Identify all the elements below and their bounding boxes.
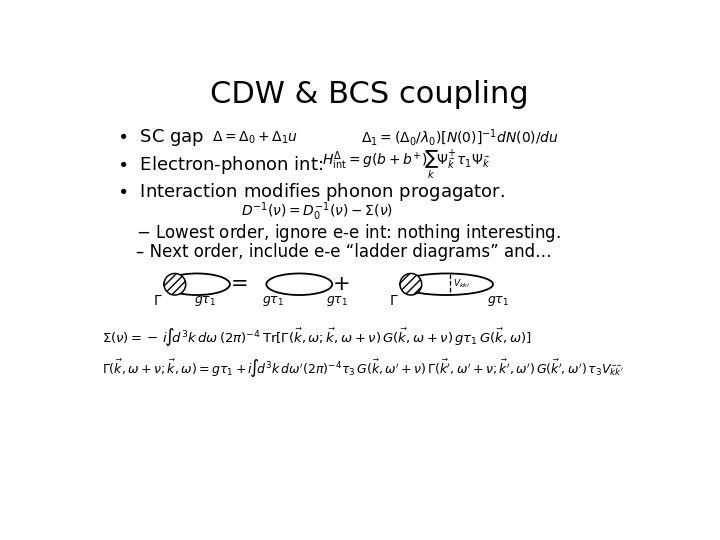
Text: CDW & BCS coupling: CDW & BCS coupling — [210, 79, 528, 109]
Text: $g\tau_1$: $g\tau_1$ — [487, 294, 509, 308]
Text: $\Delta_1 = (\Delta_0/\lambda_0)[N(0)]^{-1}dN(0)/du$: $\Delta_1 = (\Delta_0/\lambda_0)[N(0)]^{… — [361, 128, 559, 148]
Text: $g\tau_1$: $g\tau_1$ — [326, 294, 348, 308]
Text: $H_{\rm int}^{\Delta} = g(b+b^{+})\!\sum_k \Psi_{\vec{k}}^{+} \tau_1 \Psi_{\vec{: $H_{\rm int}^{\Delta} = g(b+b^{+})\!\sum… — [323, 147, 491, 182]
Text: $-$ Lowest order, ignore e-e int: nothing interesting.: $-$ Lowest order, ignore e-e int: nothin… — [137, 221, 562, 244]
Text: $g\tau_1$: $g\tau_1$ — [194, 294, 216, 308]
Text: $V_{kk\prime}$: $V_{kk\prime}$ — [453, 277, 470, 290]
Text: $\bullet$  Electron-phonon int:: $\bullet$ Electron-phonon int: — [117, 154, 323, 176]
Text: $\Gamma$: $\Gamma$ — [153, 294, 163, 308]
Text: $\Delta = \Delta_0 + \Delta_1 u$: $\Delta = \Delta_0 + \Delta_1 u$ — [212, 130, 299, 146]
Text: $\bullet$  SC gap: $\bullet$ SC gap — [117, 127, 204, 149]
Text: =: = — [231, 274, 248, 294]
Text: $D^{-1}(\nu) = D_0^{-1}(\nu) - \Sigma(\nu)$: $D^{-1}(\nu) = D_0^{-1}(\nu) - \Sigma(\n… — [241, 200, 393, 223]
Text: $g\tau_1$: $g\tau_1$ — [262, 294, 284, 308]
Text: – Next order, include e-e “ladder diagrams” and…: – Next order, include e-e “ladder diagra… — [137, 243, 552, 261]
Ellipse shape — [164, 273, 186, 295]
Text: $\Gamma$: $\Gamma$ — [389, 294, 398, 308]
Text: +: + — [333, 274, 351, 294]
Text: $\Sigma(\nu) = -\,i\!\int\! d^3k\,d\omega\,(2\pi)^{-4}\,{\rm Tr}[\Gamma(\vec{k},: $\Sigma(\nu) = -\,i\!\int\! d^3k\,d\omeg… — [102, 327, 531, 349]
Text: $\Gamma(\vec{k},\omega+\nu;\vec{k},\omega)=g\tau_1+i\!\int\! d^3k\,d\omega^{\pri: $\Gamma(\vec{k},\omega+\nu;\vec{k},\omeg… — [102, 358, 624, 380]
Text: $\bullet$  Interaction modifies phonon progagator.: $\bullet$ Interaction modifies phonon pr… — [117, 181, 505, 203]
Ellipse shape — [400, 273, 422, 295]
